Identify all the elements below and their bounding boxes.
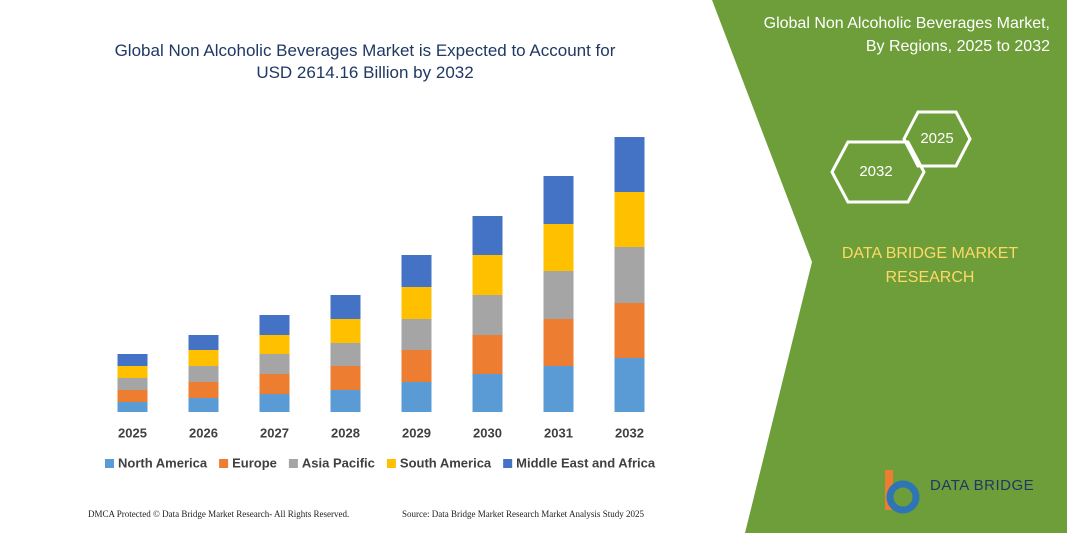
bar-segment [472,295,503,335]
bar-segment [401,319,432,350]
legend-swatch [105,459,114,468]
x-tick-label: 2026 [189,425,218,440]
x-tick-label: 2032 [615,425,644,440]
x-tick-label: 2029 [402,425,431,440]
legend-swatch [288,459,298,468]
side-title: Global Non Alcoholic Beverages Market, B… [763,15,1050,55]
logo-icon [885,470,920,514]
bar-segment [117,402,148,412]
bar-segment [614,303,645,358]
bar-segment [117,366,148,378]
bar-segment [614,358,645,412]
x-tick-label: 2030 [473,425,502,440]
x-tick-label: 2025 [118,425,147,440]
x-tick-label: 2027 [260,425,289,440]
chart-title: Global Non Alcoholic Beverages Market is… [114,41,616,82]
hexagon-label: 2032 [859,163,892,180]
bar-segment [188,350,219,366]
bar-segment [543,366,574,412]
logo-text: DATA BRIDGE [930,477,1035,494]
legend-swatch [386,459,396,468]
side-panel-bg [712,0,1067,533]
bar-segment [543,224,574,271]
bar-segment [401,350,432,382]
bar-segment [472,216,503,255]
bar-segment [330,366,361,390]
bar-segment [330,390,361,412]
bar-segment [259,315,290,335]
footer-left: DMCA Protected © Data Bridge Market Rese… [88,509,350,519]
footer-right: Source: Data Bridge Market Research Mark… [402,509,644,519]
bar-segment [472,255,503,295]
hexagon [902,110,972,168]
hexagon [830,140,926,204]
legend-label: Middle East and Africa [516,455,656,470]
bar-segment [259,374,290,394]
bar-segment [188,366,219,382]
bar-segment [401,287,432,319]
bar-segment [259,394,290,412]
bar-segment [259,335,290,354]
legend-swatch [219,459,229,468]
bar-segment [614,192,645,247]
bar-segment [614,247,645,303]
bar-segment [472,335,503,374]
legend-label: Europe [232,455,277,470]
legend-label: Asia Pacific [302,455,375,470]
bar-segment [401,255,432,287]
bar-segment [117,378,148,390]
x-tick-label: 2028 [331,425,360,440]
legend-swatch [503,459,513,468]
bar-segment [188,382,219,398]
x-tick-label: 2031 [544,425,573,440]
bar-segment [330,319,361,343]
bar-segment [472,374,503,412]
hexagon-label: 2025 [920,130,953,147]
bar-segment [543,271,574,319]
legend-label: South America [400,455,492,470]
bar-segment [117,354,148,366]
bar-segment [401,382,432,412]
bar-segment [117,390,148,402]
bar-segment [188,335,219,350]
bar-segment [188,398,219,412]
bar-segment [330,295,361,319]
legend-label: North America [118,455,208,470]
brand: DATA BRIDGE MARKET RESEARCH [841,245,1019,286]
bar-segment [259,354,290,374]
bar-segment [543,319,574,366]
bar-segment [330,343,361,366]
bar-segment [614,137,645,192]
bar-segment [543,176,574,224]
